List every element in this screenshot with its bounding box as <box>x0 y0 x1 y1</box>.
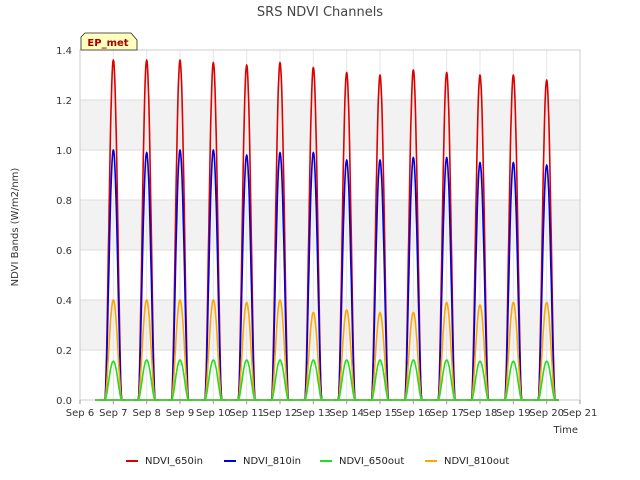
y-tick-label: 0.8 <box>56 196 72 207</box>
annotation-box: EP_met <box>80 32 138 51</box>
y-tick-label: 1.0 <box>56 146 72 157</box>
gridlines <box>79 49 581 401</box>
x-tick-label: Sep 10 <box>196 408 231 419</box>
x-tick-label: Sep 9 <box>166 408 194 419</box>
x-axis-label: Time <box>553 425 578 436</box>
y-tick-label: 0.2 <box>56 346 72 357</box>
legend-label: NDVI_810in <box>243 456 301 467</box>
series-line-NDVI_810out <box>101 299 559 401</box>
x-tick-label: Sep 13 <box>296 408 331 419</box>
background-band <box>80 300 580 350</box>
legend: NDVI_650in NDVI_810in NDVI_650out NDVI_810o… <box>126 456 509 467</box>
plot-background-bands <box>80 100 580 350</box>
y-tick-label: 0.4 <box>56 296 72 307</box>
y-tick-label: 0.6 <box>56 246 72 257</box>
background-band <box>80 200 580 250</box>
x-tick-label: Sep 21 <box>563 408 598 419</box>
x-tick-label: Sep 8 <box>132 408 160 419</box>
x-tick-label: Sep 12 <box>263 408 298 419</box>
annotation-label: EP_met <box>87 38 128 49</box>
y-tick-label: 0.0 <box>56 396 72 407</box>
x-tick-label: Sep 18 <box>463 408 498 419</box>
x-tick-label: Sep 11 <box>229 408 264 419</box>
series-line-NDVI_650out <box>101 359 559 401</box>
x-tick-label: Sep 16 <box>396 408 431 419</box>
y-axis-ticks: 0.0 0.2 0.4 0.6 0.8 1.0 1.2 1.4 <box>56 46 72 407</box>
series-line-NDVI_650in <box>101 59 559 401</box>
x-tick-label: Sep 19 <box>496 408 531 419</box>
y-tick-label: 1.4 <box>56 46 72 57</box>
y-tick-label: 1.2 <box>56 96 72 107</box>
x-tick-label: Sep 6 <box>66 408 94 419</box>
background-band <box>80 100 580 150</box>
x-tick-label: Sep 17 <box>429 408 464 419</box>
series-line-NDVI_810in <box>101 149 559 401</box>
legend-label: NDVI_650in <box>145 456 203 467</box>
y-axis-label: NDVI Bands (W/m2/nm) <box>10 168 21 287</box>
chart-title: SRS NDVI Channels <box>257 5 383 20</box>
x-tick-label: Sep 7 <box>99 408 127 419</box>
x-tick-label: Sep 20 <box>529 408 564 419</box>
x-tick-label: Sep 14 <box>329 408 364 419</box>
legend-label: NDVI_810out <box>444 456 509 467</box>
legend-label: NDVI_650out <box>339 456 404 467</box>
x-tick-label: Sep 15 <box>363 408 398 419</box>
